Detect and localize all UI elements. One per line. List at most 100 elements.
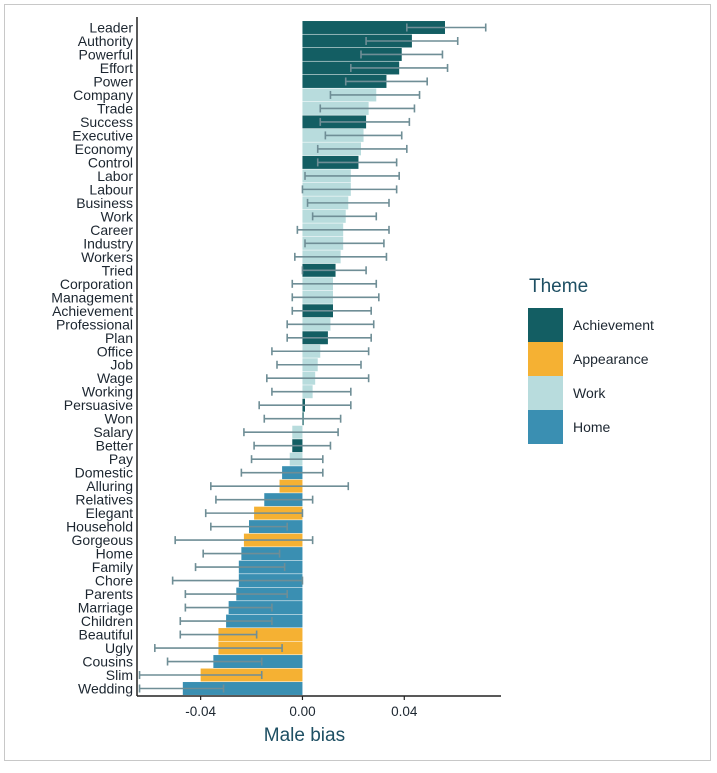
category-label: Economy — [75, 141, 133, 157]
category-label: Powerful — [79, 46, 133, 62]
legend-label-achievement: Achievement — [573, 317, 654, 333]
errorbar-professional — [286, 320, 375, 329]
category-label: Office — [97, 343, 134, 359]
errorbar-career — [296, 225, 390, 234]
errorbar-marriage — [184, 603, 273, 612]
category-label: Cousins — [82, 654, 133, 670]
category-label: Success — [80, 114, 133, 130]
category-label: Household — [66, 519, 133, 535]
errorbar-salary — [243, 428, 339, 437]
errorbar-leader — [406, 23, 487, 32]
errorbar-better — [253, 441, 332, 450]
category-label: Company — [73, 87, 133, 103]
errorbar-chore — [171, 576, 304, 585]
category-label: Alluring — [86, 478, 133, 494]
category-label: Labour — [89, 181, 133, 197]
category-label: Relatives — [75, 492, 133, 508]
errorbar-executive — [324, 131, 403, 140]
category-label: Career — [90, 222, 133, 238]
category-label: Ugly — [105, 640, 133, 656]
category-label: Achievement — [52, 303, 133, 319]
category-label: Tried — [102, 262, 133, 278]
category-label: Executive — [72, 127, 133, 143]
errorbar-wedding — [138, 684, 225, 693]
bar-authority — [302, 34, 412, 48]
category-label: Job — [110, 357, 133, 373]
category-label: Professional — [56, 316, 133, 332]
legend-swatch-work — [528, 376, 563, 410]
errorbar-children — [179, 617, 273, 626]
x-tick-label: -0.04 — [185, 704, 216, 719]
category-label: Elegant — [86, 505, 134, 521]
category-label: Salary — [93, 424, 133, 440]
figure-frame: Leader Authority Powerful Effort Power Compan… — [4, 4, 711, 761]
x-tick-label: 0.04 — [391, 704, 418, 719]
errorbar-gorgeous — [174, 536, 314, 545]
category-label: Persuasive — [64, 397, 133, 413]
errorbar-powerful — [360, 50, 444, 59]
errorbar-household — [210, 522, 288, 531]
x-axis-title: Male bias — [264, 725, 345, 746]
category-label: Gorgeous — [72, 532, 133, 548]
errorbar-management — [291, 293, 380, 302]
legend-title: Theme — [529, 276, 588, 297]
bar-power — [302, 74, 387, 88]
errorbar-plan — [286, 333, 372, 342]
category-label: Workers — [81, 249, 133, 265]
bar-leader — [302, 21, 445, 34]
errorbar-cousins — [166, 657, 263, 666]
legend: Theme Achievement Appearance Work Home — [528, 276, 654, 444]
errorbar-labor — [304, 171, 400, 180]
errorbar-success — [319, 117, 411, 126]
errorbar-corporation — [291, 279, 378, 288]
errorbar-elegant — [204, 509, 304, 518]
errorbar-pay — [250, 455, 324, 464]
category-label: Beautiful — [79, 627, 133, 643]
errorbar-persuasive — [258, 401, 352, 410]
category-label: Trade — [97, 100, 133, 116]
category-label: Better — [96, 438, 134, 454]
bars-layer — [138, 21, 487, 695]
legend-label-appearance: Appearance — [573, 351, 649, 367]
errorbar-relatives — [215, 495, 314, 504]
errorbar-industry — [304, 239, 385, 248]
errorbar-effort — [350, 63, 449, 72]
category-label: Marriage — [78, 600, 133, 616]
category-labels: LeaderAuthorityPowerfulEffortPowerCompan… — [51, 20, 134, 697]
errorbar-labour — [301, 185, 398, 194]
errorbar-working — [271, 387, 352, 396]
errorbar-authority — [365, 36, 459, 45]
category-label: Authority — [78, 33, 133, 49]
legend-swatch-appearance — [528, 342, 563, 376]
legend-swatch-home — [528, 410, 563, 444]
errorbar-won — [263, 414, 342, 423]
errorbar-work — [311, 212, 378, 221]
category-label: Management — [51, 289, 133, 305]
errorbar-control — [316, 158, 398, 167]
category-label: Home — [96, 546, 134, 562]
errorbar-slim — [138, 671, 263, 680]
category-label: Leader — [89, 20, 133, 36]
category-label: Chore — [95, 573, 133, 589]
bar-beautiful — [218, 628, 303, 642]
errorbar-family — [194, 563, 286, 572]
category-label: Labor — [97, 168, 133, 184]
category-label: Working — [82, 384, 133, 400]
category-label: Pay — [109, 451, 133, 467]
category-label: Family — [92, 559, 133, 575]
category-label: Plan — [105, 330, 133, 346]
errorbar-company — [329, 90, 421, 99]
category-label: Corporation — [60, 276, 133, 292]
errorbar-economy — [316, 144, 408, 153]
errorbar-workers — [294, 252, 388, 261]
errorbar-job — [276, 360, 362, 369]
errorbar-office — [271, 347, 370, 356]
bar-powerful — [302, 48, 402, 61]
category-label: Slim — [106, 667, 133, 683]
bar-wedding — [182, 682, 303, 695]
category-label: Wage — [97, 370, 133, 386]
errorbar-beautiful — [179, 630, 258, 639]
category-label: Parents — [85, 586, 133, 602]
category-label: Business — [76, 195, 133, 211]
errorbar-achievement — [291, 306, 372, 315]
